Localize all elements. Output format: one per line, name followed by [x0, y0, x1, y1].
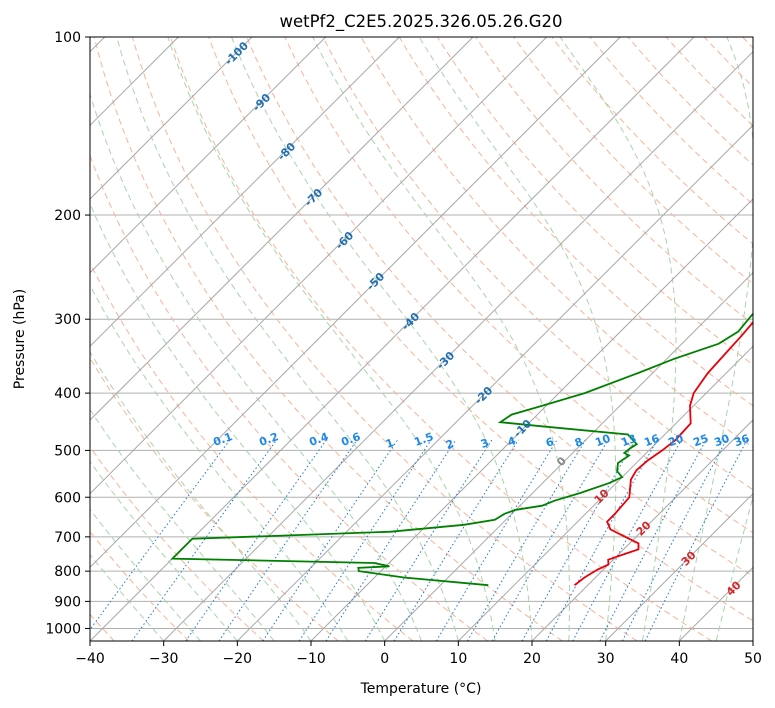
dry-adiabat-line — [246, 37, 753, 577]
moist-adiabat-line — [231, 37, 533, 641]
y-tick-label: 400 — [54, 386, 81, 402]
y-tick-label: 300 — [54, 312, 81, 328]
dewpoint-profile — [170, 312, 753, 587]
moist-adiabat-line — [418, 37, 617, 641]
isotherm-line — [90, 37, 621, 569]
mixing-ratio-label: 0.2 — [257, 430, 280, 449]
mixing-ratio-label: 1 — [384, 436, 396, 451]
moist-adiabat-line — [90, 508, 201, 641]
mixing-ratio-label: 1.5 — [412, 430, 435, 449]
x-tick-label: −30 — [149, 651, 179, 667]
x-tick-label: 10 — [449, 651, 467, 667]
mixing-ratio-line — [644, 439, 748, 641]
moist-adiabat-line — [90, 351, 312, 641]
isotherm-line — [90, 37, 400, 348]
isotherm-line — [163, 50, 753, 641]
moist-adiabat-line — [90, 202, 386, 641]
isotherm-line — [90, 37, 548, 495]
mixing-ratio-label: 13 — [619, 432, 638, 449]
dry-adiabat-line — [90, 445, 264, 641]
mixing-ratio-line — [621, 439, 727, 641]
dry-adiabat-line — [322, 37, 753, 491]
y-tick-label: 600 — [54, 490, 81, 506]
mixing-ratio-line — [521, 439, 636, 641]
mixing-ratio-line — [435, 439, 558, 641]
x-tick-label: 20 — [523, 651, 541, 667]
x-tick-label: −20 — [223, 651, 253, 667]
mixing-ratio-line — [467, 439, 586, 641]
temperature-profile — [573, 320, 753, 586]
mixing-ratio-line — [393, 439, 519, 641]
isotherm-line — [310, 198, 753, 641]
dry-adiabat-line — [475, 37, 753, 325]
mixing-ratio-line — [218, 439, 358, 641]
plot-frame — [89, 36, 754, 642]
chart-title: wetPf2_C2E5.2025.326.05.26.G20 — [279, 12, 562, 32]
moist-adiabat-line — [167, 37, 496, 641]
mixing-ratio-label: 25 — [691, 432, 710, 449]
mixing-ratio-label: 6 — [544, 435, 556, 450]
y-tick-label: 900 — [54, 594, 81, 610]
moist-adiabat-line — [90, 92, 422, 641]
mixing-ratio-label: 2 — [444, 437, 456, 452]
mixing-ratio-label: 16 — [642, 432, 661, 450]
pressure-gridlines — [90, 37, 753, 629]
mixing-ratio-line — [491, 439, 609, 641]
isotherm-line — [605, 492, 753, 641]
moist-adiabat-line — [312, 37, 570, 641]
mixing-ratio-line — [298, 439, 432, 641]
moist-adiabat-line — [90, 284, 349, 641]
y-tick-label: 700 — [54, 530, 81, 546]
dry-adiabat-line — [90, 261, 414, 641]
mixing-ratio-line — [262, 439, 399, 641]
y-tick-label: 1000 — [45, 621, 81, 637]
mixing-ratio-label: 4 — [506, 434, 518, 449]
mixing-ratio-line — [90, 439, 231, 631]
x-tick-label: −10 — [296, 651, 326, 667]
y-tick-label: 800 — [54, 564, 81, 580]
x-axis: −40 −30 −20 −10 0 10 20 30 40 50 — [75, 641, 762, 667]
x-tick-label: 0 — [380, 651, 389, 667]
mixing-ratio-label: 20 — [666, 432, 685, 450]
isotherm-line — [90, 37, 253, 200]
y-axis-title: Pressure (hPa) — [12, 289, 28, 389]
isotherm-line — [90, 37, 474, 421]
mixing-ratio-label: 3 — [479, 436, 491, 451]
x-tick-label: 50 — [744, 651, 762, 667]
mixing-ratio-label: 0.6 — [339, 430, 362, 449]
x-tick-label: −40 — [75, 651, 105, 667]
x-tick-label: 40 — [670, 651, 688, 667]
isotherm-line — [236, 124, 753, 641]
moist-adiabat-line — [90, 553, 165, 641]
y-tick-label: 200 — [54, 208, 81, 224]
mixing-ratio-line — [185, 439, 327, 641]
skewed-isotherms — [90, 37, 753, 641]
y-tick-label: 500 — [54, 443, 81, 459]
isotherm-line — [90, 37, 327, 274]
isotherm-line — [384, 271, 753, 641]
y-axis: 100 200 300 400 500 600 700 800 900 1000 — [45, 30, 90, 637]
dry-adiabat-line — [131, 37, 638, 641]
x-tick-label: 30 — [597, 651, 615, 667]
mixing-ratio-label: 0.1 — [211, 430, 234, 449]
dry-adiabat-line — [627, 37, 753, 166]
mixing-ratio-label: 30 — [712, 432, 731, 450]
mixing-ratio-label: 8 — [573, 435, 585, 450]
moist-adiabat-line — [559, 37, 677, 641]
isotherm-line — [457, 345, 753, 641]
x-axis-title: Temperature (°C) — [360, 681, 482, 697]
mixing-ratio-line — [599, 439, 707, 641]
dry-adiabat-line — [513, 37, 753, 285]
mixing-ratio-lines — [90, 439, 748, 641]
y-tick-label: 100 — [54, 30, 81, 46]
mixing-ratio-label: 0.4 — [307, 430, 330, 449]
moist-adiabat-line — [715, 494, 753, 641]
mixing-ratio-label: 10 — [593, 432, 612, 450]
dry-adiabat-line — [93, 37, 563, 641]
dry-adiabat-line — [398, 37, 753, 407]
mixing-ratio-label: 36 — [732, 432, 751, 450]
mixing-ratio-line — [131, 439, 278, 641]
moist-adiabat-line — [90, 408, 275, 641]
